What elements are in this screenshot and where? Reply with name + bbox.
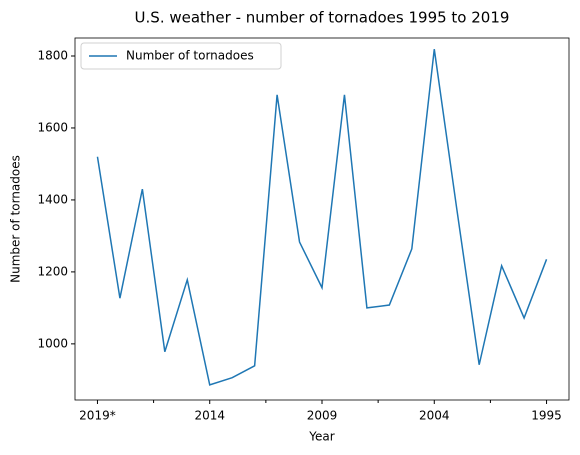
y-tick-label: 1800 bbox=[37, 48, 68, 62]
legend-box bbox=[80, 42, 282, 70]
plot-frame bbox=[74, 37, 570, 401]
y-tick-label: 1200 bbox=[37, 264, 68, 278]
y-tick-label: 1600 bbox=[37, 120, 68, 134]
line-series bbox=[96, 49, 548, 386]
x-tick-label: 1995 bbox=[531, 409, 562, 423]
x-tick-label: 2004 bbox=[419, 409, 450, 423]
legend-label: Number of tornadoes bbox=[126, 49, 254, 63]
y-axis-label: Number of tornadoes bbox=[9, 155, 23, 283]
chart-title: U.S. weather - number of tornadoes 1995 … bbox=[135, 9, 510, 27]
y-tick-label: 1000 bbox=[37, 336, 68, 350]
x-tick-label: 2014 bbox=[194, 409, 225, 423]
y-tick-label: 1400 bbox=[37, 192, 68, 206]
x-tick-label: 2009 bbox=[307, 409, 338, 423]
x-tick-label: 2019* bbox=[79, 409, 116, 423]
x-axis-label: Year bbox=[308, 430, 334, 444]
